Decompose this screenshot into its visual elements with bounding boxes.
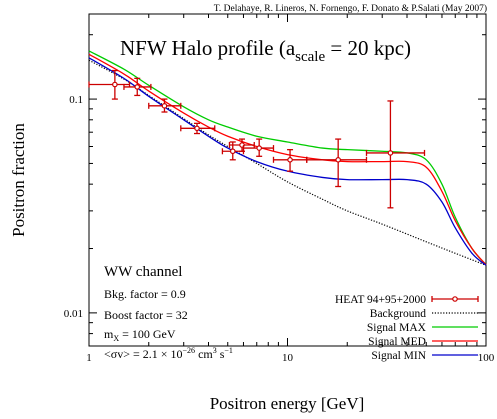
data-marker [134,84,141,90]
x-tick-label: 1 [86,352,92,364]
legend-entry: Signal MAX [367,322,478,334]
background-curve [88,59,487,266]
cross-section-label: <σv> = 2.1 × 10−26 cm3 s−1 [104,346,233,361]
x-tick-label: 100 [478,352,495,364]
data-points [88,69,426,209]
data-point [306,138,368,188]
data-marker [161,103,168,109]
data-marker [387,150,394,156]
channel-label: WW channel [104,264,182,280]
data-point [365,100,426,209]
data-point [242,138,275,157]
chart-title-tail: = 20 kpc) [325,36,411,60]
y-tick-label: 0.01 [64,308,83,320]
signal-min-curve [88,57,487,266]
legend-label: Signal MAX [367,322,427,334]
credit-text: T. Delahaye, R. Lineros, N. Fornengo, F.… [214,3,487,14]
data-marker [229,148,236,155]
curves [88,50,487,266]
y-axis-label: Positron fraction [9,123,28,237]
signal-max-curve [88,50,487,266]
chart-title-main: NFW Halo profile (a [120,36,296,60]
mass-label: mX = 100 GeV [104,327,176,343]
x-axis-label: Positron energy [GeV] [210,394,365,413]
legend-entry: Signal MED [368,336,478,348]
legend-label: Background [370,308,426,320]
legend-entry: HEAT 94+95+2000 [335,294,479,306]
legend-entry: Background [370,308,478,320]
axis-ticks: 1 10 100 0.01 0.1 [64,14,495,364]
data-point [180,122,216,135]
legend-label: Signal MED [368,336,426,348]
data-marker [112,81,118,88]
legend-label: HEAT 94+95+2000 [335,294,426,306]
chart-title: NFW Halo profile (ascale = 20 kpc) [120,36,411,65]
x-tick-label: 10 [282,352,294,364]
chart-title-sub: scale [295,49,325,65]
data-point [148,98,182,113]
legend-entry: Signal MIN [371,350,478,362]
data-marker [194,125,200,132]
data-point [228,138,255,152]
boost-factor-label: Boost factor = 32 [104,308,188,322]
data-marker [287,156,293,163]
legend-label: Signal MIN [371,350,426,362]
annotation-block: WW channel Bkg. factor = 0.9 Boost facto… [104,264,233,361]
bkg-factor-label: Bkg. factor = 0.9 [104,287,186,301]
legend: HEAT 94+95+2000 Background Signal MAX Signa… [335,294,479,362]
legend-swatch-marker [452,296,458,302]
data-marker [335,156,341,163]
data-point [123,77,152,97]
y-tick-label: 0.1 [69,94,83,106]
data-marker [256,145,262,151]
data-point [272,149,308,172]
